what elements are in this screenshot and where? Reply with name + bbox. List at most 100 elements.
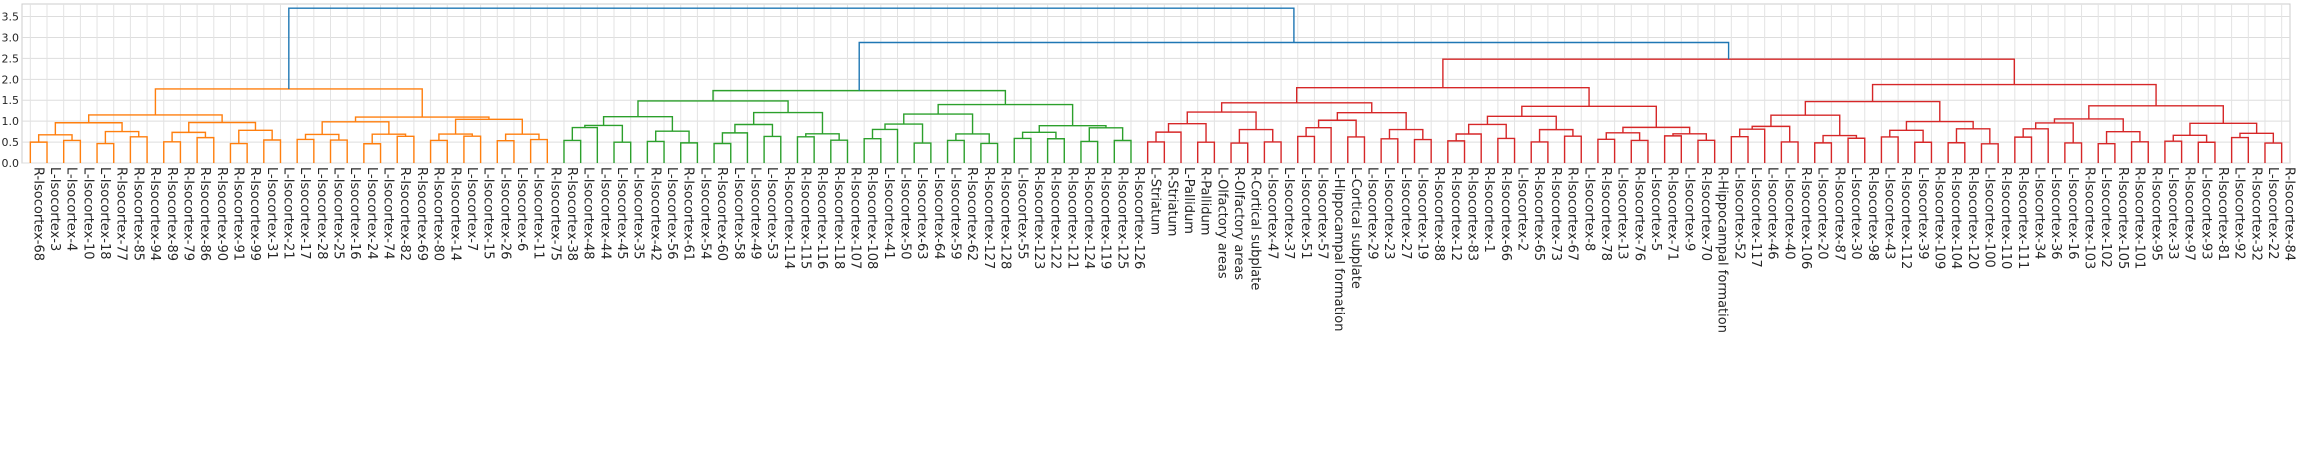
- dendrogram-link: [1080, 140, 1099, 163]
- dendrogram-link: [2197, 141, 2216, 163]
- leaf-label: L-Isocortex-3: [47, 167, 62, 251]
- dendrogram-link: [2097, 143, 2116, 163]
- dendrogram-link: [613, 141, 632, 163]
- leaf-label: L-Isocortex-41: [881, 167, 896, 260]
- dendrogram-link: [980, 142, 999, 163]
- leaf-label: R-Isocortex-126: [1131, 167, 1146, 269]
- dendrogram-link: [1980, 143, 1999, 163]
- leaf-label: R-Isocortex-101: [2132, 167, 2147, 269]
- dendrogram-link: [321, 121, 390, 135]
- dendrogram-link: [154, 88, 423, 118]
- dendrogram-link: [529, 138, 549, 163]
- leaf-label: R-Isocortex-73: [1548, 167, 1563, 261]
- dendrogram-link: [1847, 137, 1866, 163]
- dendrogram-link: [2230, 136, 2250, 163]
- y-tick-label: 0.0: [2, 157, 20, 170]
- leaf-label: L-Isocortex-43: [1881, 167, 1896, 260]
- leaf-label: L-Isocortex-51: [1298, 167, 1313, 260]
- leaf-label: R-Isocortex-91: [230, 167, 245, 261]
- y-tick-label: 2.5: [2, 52, 20, 65]
- dendrogram-link: [805, 133, 840, 141]
- x-axis-leaf-labels: R-Isocortex-68 L-Isocortex-3 L-Isocortex-4…: [30, 167, 2296, 333]
- leaf-label: R-Isocortex-69: [414, 167, 429, 261]
- leaf-label: R-Isocortex-81: [2215, 167, 2230, 261]
- leaf-label: R-Isocortex-105: [2115, 167, 2130, 269]
- dendrogram-link: [1804, 100, 1941, 122]
- dendrogram-link: [1697, 139, 1716, 163]
- dendrogram-link: [713, 142, 732, 163]
- leaf-label: L-Isocortex-92: [2232, 167, 2247, 260]
- leaf-label: L-Isocortex-102: [2098, 167, 2113, 268]
- leaf-label: L-Isocortex-40: [1781, 167, 1796, 260]
- leaf-label: L-Isocortex-26: [497, 167, 512, 260]
- dendrogram-link: [1914, 141, 1933, 163]
- leaf-label: R-Isocortex-78: [1598, 167, 1613, 261]
- y-tick-label: 1.0: [2, 115, 20, 128]
- dendrogram-link: [1088, 127, 1124, 142]
- dendrogram-link: [363, 143, 382, 163]
- leaf-label: R-Isocortex-70: [1698, 167, 1713, 261]
- dendrogram-link: [1220, 102, 1373, 113]
- dendrogram-link: [763, 135, 782, 163]
- leaf-label: R-Isocortex-66: [1498, 167, 1513, 261]
- y-tick-label: 3.5: [2, 11, 20, 24]
- leaf-label: L-Isocortex-28: [314, 167, 329, 260]
- leaf-label: R-Isocortex-71: [1665, 167, 1680, 261]
- leaf-label: L-Isocortex-39: [1915, 167, 1930, 260]
- dendrogram-link: [96, 142, 115, 163]
- dendrogram-link: [1155, 131, 1182, 163]
- dendrogram-link: [680, 142, 699, 163]
- dendrogram-link: [396, 135, 415, 163]
- leaf-label: R-Isocortex-42: [647, 167, 662, 261]
- leaf-label: L-Olfactory areas: [1214, 167, 1229, 279]
- leaf-label: L-Isocortex-64: [931, 167, 946, 260]
- leaf-label: R-Isocortex-104: [1948, 167, 1963, 269]
- dendrogram-link: [1605, 132, 1641, 141]
- leaf-label: R-Isocortex-65: [1531, 167, 1546, 261]
- y-tick-label: 0.5: [2, 136, 20, 149]
- dendrogram-links: [29, 7, 2283, 163]
- leaf-label: L-Isocortex-117: [1748, 167, 1763, 268]
- leaf-label: L-Isocortex-17: [297, 167, 312, 260]
- dendrogram-link: [1447, 140, 1466, 163]
- dendrogram-link: [1455, 133, 1482, 163]
- leaf-label: L-Isocortex-5: [1648, 167, 1663, 251]
- leaf-label: L-Isocortex-30: [1848, 167, 1863, 260]
- dendrogram-link: [229, 142, 248, 163]
- leaf-label: L-Isocortex-34: [2032, 167, 2047, 260]
- leaf-label: R-Isocortex-127: [981, 167, 996, 269]
- leaf-label: R-Isocortex-75: [547, 167, 562, 261]
- dendrogram-link: [329, 139, 348, 163]
- leaf-label: R-Isocortex-122: [1048, 167, 1063, 269]
- leaf-label: L-Isocortex-35: [631, 167, 646, 260]
- leaf-label: L-Isocortex-29: [1364, 167, 1379, 260]
- leaf-label: R-Olfactory areas: [1231, 167, 1246, 280]
- leaf-label: L-Pallidum: [1181, 167, 1196, 234]
- dendrogram-link: [88, 114, 223, 123]
- dendrogram-link: [438, 133, 473, 141]
- leaf-label: R-Isocortex-111: [2015, 167, 2030, 269]
- leaf-label: L-Isocortex-33: [2165, 167, 2180, 260]
- dendrogram-link: [1947, 142, 1966, 163]
- leaf-label: R-Isocortex-128: [998, 167, 1013, 269]
- leaf-label: L-Isocortex-9: [1681, 167, 1696, 251]
- dendrogram-link: [1672, 133, 1708, 141]
- leaf-label: R-Isocortex-88: [1431, 167, 1446, 261]
- dendrogram-link: [2130, 141, 2149, 163]
- dendrogram-link: [2014, 136, 2033, 163]
- dendrogram-link: [1013, 137, 1032, 163]
- dendrogram-link: [1263, 141, 1282, 163]
- leaf-label: R-Isocortex-68: [30, 167, 45, 261]
- dendrogram-link: [354, 116, 490, 122]
- dendrogram-link: [1238, 128, 1274, 144]
- leaf-label: L-Isocortex-16: [347, 167, 362, 260]
- dendrogram-link: [655, 130, 690, 143]
- dendrogram-link: [796, 136, 815, 163]
- dendrogram-link: [602, 116, 674, 132]
- leaf-label: R-Isocortex-116: [814, 167, 829, 269]
- leaf-label: R-Isocortex-114: [781, 167, 796, 269]
- dendrogram-link: [54, 122, 123, 135]
- dendrogram-link: [1889, 129, 1924, 143]
- dendrogram-link: [163, 141, 182, 163]
